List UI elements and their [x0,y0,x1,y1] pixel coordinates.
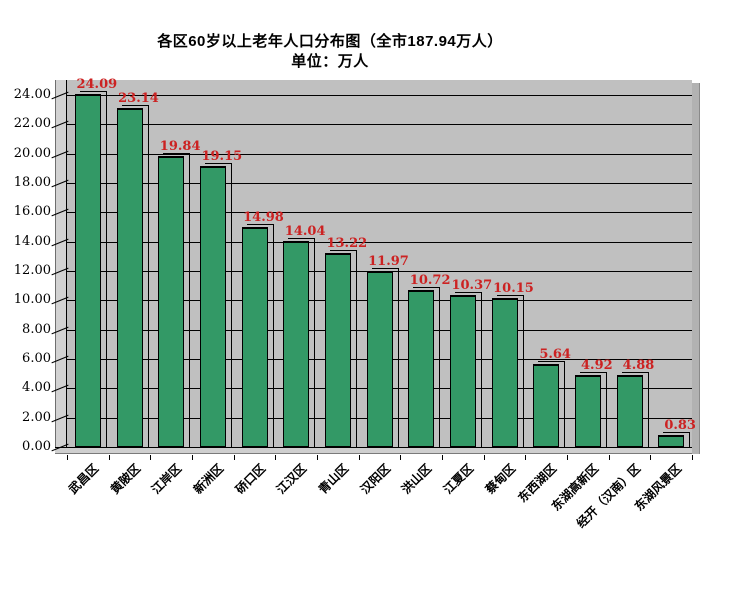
x-axis-tick [192,455,193,460]
bar-洪山区 [408,286,441,449]
bar-蔡甸区 [491,295,524,448]
y-axis-label: 22.00 [13,116,51,132]
y-axis-label: 24.00 [13,87,51,102]
bar-value-label: 13.22 [326,236,368,252]
y-axis-label: 18.00 [13,175,51,190]
gridline [67,95,692,96]
bar-value-label: 0.83 [664,417,696,433]
x-axis-tick [317,455,318,460]
y-axis-label: 16.00 [13,204,51,220]
bar-硚口区 [241,224,274,448]
y-axis-label: 14.00 [13,233,51,249]
y-axis-label: 6.00 [22,351,51,366]
x-axis-tick [442,455,443,460]
gridline [67,212,692,214]
bar-武昌区 [74,90,107,449]
bar-江汉区 [283,238,316,448]
gridline [67,153,692,155]
chart-title-block: 各区60岁以上老年人口分布图（全市187.94万人） 单位：万人 [0,32,660,72]
bar-value-label: 10.15 [493,281,534,297]
bar-江夏区 [449,291,482,449]
chart-subtitle: 单位：万人 [291,53,369,70]
bar-value-label: 24.09 [76,76,118,92]
x-axis-tick [150,455,152,460]
chart-title: 各区60岁以上老年人口分布图（全市187.94万人） [157,33,503,50]
x-axis-tick [275,455,277,460]
bar-江岸区 [158,153,191,448]
bar-新洲区 [199,163,232,448]
bar-value-label: 5.64 [539,347,571,363]
bar-value-label: 19.15 [201,149,243,165]
bar-value-label: 23.14 [118,90,159,106]
x-axis-tick [108,455,110,460]
bar-value-label: 10.72 [409,272,451,288]
bar-value-label: 4.92 [580,357,613,373]
bar-value-label: 14.98 [243,210,284,226]
bar-value-label: 11.97 [368,254,409,270]
bar-经开（汉南）区 [616,372,649,448]
gridline [67,124,692,126]
y-axis-wall-strip [55,80,67,454]
y-axis-label: 10.00 [13,292,51,308]
plot-floor [55,447,692,454]
x-axis-tick [525,455,527,460]
plot-area: 24.00 22.00 20.00 18.00 16.00 14.00 12.00 10.00… [14,76,700,531]
y-axis-label: 12.00 [13,263,51,278]
x-axis-tick [650,455,652,460]
bar-value-label: 19.84 [159,139,201,154]
plot-side-wall [692,83,700,454]
bar-东湖风景区 [658,431,691,449]
bar-value-label: 4.88 [622,358,655,374]
x-axis-tick [400,455,402,460]
bar-东西湖区 [533,361,566,448]
y-axis-label: 0.00 [22,439,51,454]
x-axis-tick [358,455,360,460]
x-axis-tick [692,455,693,460]
bar-黄陂区 [116,104,149,449]
x-axis-tick [608,455,610,460]
x-axis-tick [483,455,485,460]
y-axis-label: 2.00 [22,409,51,425]
bar-东湖高新区 [574,371,607,449]
bar-value-label: 10.37 [451,277,493,293]
bar-汉阳区 [366,268,399,448]
x-axis-tick [67,455,68,460]
elderly-population-bar-chart: 各区60岁以上老年人口分布图（全市187.94万人） 单位：万人 24.00 22… [0,32,700,531]
gridline [67,183,692,184]
y-axis-label: 20.00 [13,145,51,161]
y-axis-label: 8.00 [22,321,51,337]
bar-value-label: 14.04 [284,224,326,240]
bar-青山区 [324,250,357,448]
x-axis-tick [233,455,235,460]
y-axis-label: 4.00 [22,380,51,396]
x-axis-tick [567,455,568,460]
gridline [67,241,692,243]
